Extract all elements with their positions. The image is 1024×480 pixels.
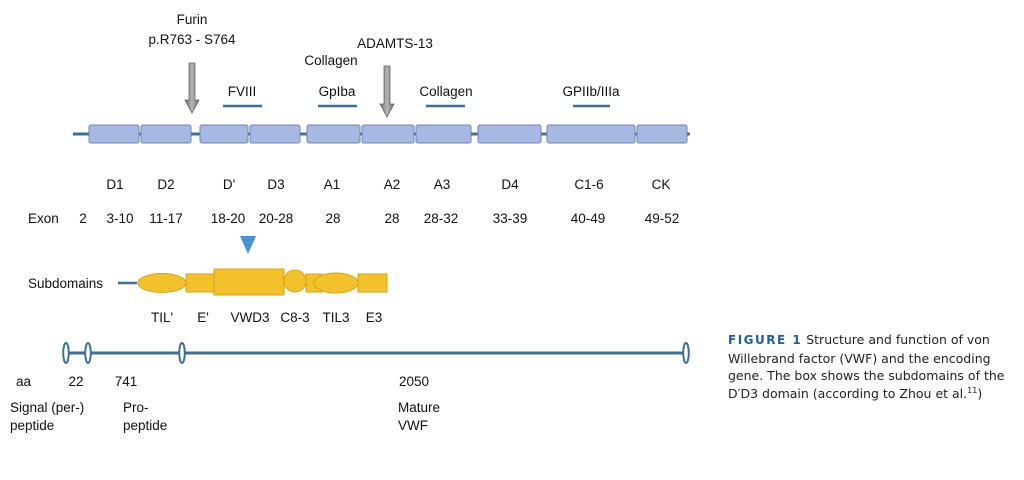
- subdomain-til-prime: [137, 273, 187, 293]
- aa-marker-741: [178, 342, 186, 364]
- domain-name-d-prime: D': [223, 177, 235, 192]
- exon-label: Exon: [28, 211, 59, 226]
- exon-range-d3: 20-28: [259, 211, 294, 226]
- figure-label: FIGURE 1: [728, 333, 803, 347]
- domain-box-ck: [636, 124, 688, 144]
- signal-peptide-label-2: peptide: [10, 418, 54, 433]
- figure-caption-close: ): [977, 385, 983, 401]
- adamts13-cleavage-arrow: [379, 65, 395, 118]
- gpiba-label: GpIba: [319, 84, 356, 99]
- subdomain-label-e3: E3: [366, 310, 383, 325]
- subdomain-label-vwd3: VWD3: [230, 310, 269, 325]
- exon-range-a2: 28: [384, 211, 399, 226]
- exon-range-d1: 3-10: [106, 211, 133, 226]
- aa-mark-2050: 2050: [399, 374, 429, 389]
- subdomain-label-til-prime: TIL': [151, 310, 173, 325]
- aa-label: aa: [16, 374, 32, 389]
- gpiib-iiia-label: GPIIb/IIIa: [562, 84, 620, 99]
- figure-caption-ref: 11: [967, 385, 978, 395]
- aa-mark-22: 22: [68, 374, 83, 389]
- mature-vwf-label-1: Mature: [398, 400, 440, 415]
- subdomain-vwd3: [213, 268, 285, 296]
- aa-marker-end: [682, 342, 690, 364]
- domain-box-a1: [306, 124, 361, 144]
- subdomain-til3: [313, 272, 359, 294]
- domain-name-c1-6: C1-6: [574, 177, 603, 192]
- exon-range-a1: 28: [325, 211, 340, 226]
- adamts13-label: ADAMTS-13: [357, 36, 433, 51]
- subdomain-label-c8-3: C8-3: [280, 310, 309, 325]
- exon-range-ck: 49-52: [645, 211, 680, 226]
- domain-box-d4: [477, 124, 542, 144]
- collagen-a1-label: Collagen: [304, 53, 357, 68]
- propeptide-label-1: Pro-: [123, 400, 149, 415]
- exon-range-d2: 11-17: [149, 211, 183, 226]
- exon-range-d4: 33-39: [493, 211, 528, 226]
- propeptide-label-2: peptide: [123, 418, 167, 433]
- domain-name-a3: A3: [434, 177, 451, 192]
- domain-box-a2: [361, 124, 415, 144]
- expansion-triangle-icon: [240, 236, 256, 254]
- exon-range-d-prime: 18-20: [211, 211, 246, 226]
- aa-marker-22: [84, 342, 92, 364]
- subdomains-label: Subdomains: [28, 276, 103, 291]
- collagen-a3-label: Collagen: [419, 84, 472, 99]
- domain-box-d1: [88, 124, 140, 144]
- domain-name-a2: A2: [384, 177, 401, 192]
- subdomain-e3: [357, 273, 388, 293]
- signal-peptide-label-1: Signal (per-): [10, 400, 84, 415]
- domain-box-d2: [140, 124, 192, 144]
- figure-caption: FIGURE 1 Structure and function of von W…: [728, 331, 1018, 402]
- domain-box-a3: [415, 124, 472, 144]
- domain-name-ck: CK: [652, 177, 671, 192]
- furin-site-label: p.R763 - S764: [148, 32, 236, 47]
- domain-box-d3: [249, 124, 301, 144]
- fviii-label: FVIII: [228, 84, 257, 99]
- exon-number-first: 2: [79, 211, 87, 226]
- aa-marker-start: [62, 342, 70, 364]
- subdomain-label-til3: TIL3: [322, 310, 349, 325]
- domain-name-d2: D2: [157, 177, 174, 192]
- subdomain-e-prime: [185, 273, 215, 293]
- domain-name-a1: A1: [324, 177, 341, 192]
- exon-range-c1-6: 40-49: [571, 211, 606, 226]
- aa-mark-741: 741: [115, 374, 138, 389]
- domain-name-d1: D1: [106, 177, 123, 192]
- domain-box-d-prime: [199, 124, 249, 144]
- domain-box-c1-6: [546, 124, 636, 144]
- subdomain-label-e-prime: E': [197, 310, 209, 325]
- subdomain-c8-3: [283, 269, 307, 293]
- furin-label: Furin: [177, 12, 208, 27]
- figure-caption-text: Structure and function of von Willebrand…: [728, 332, 1005, 401]
- domain-name-d4: D4: [501, 177, 519, 192]
- domain-name-d3: D3: [267, 177, 284, 192]
- mature-vwf-label-2: VWF: [398, 418, 428, 433]
- furin-cleavage-arrow: [184, 62, 200, 114]
- exon-range-a3: 28-32: [424, 211, 459, 226]
